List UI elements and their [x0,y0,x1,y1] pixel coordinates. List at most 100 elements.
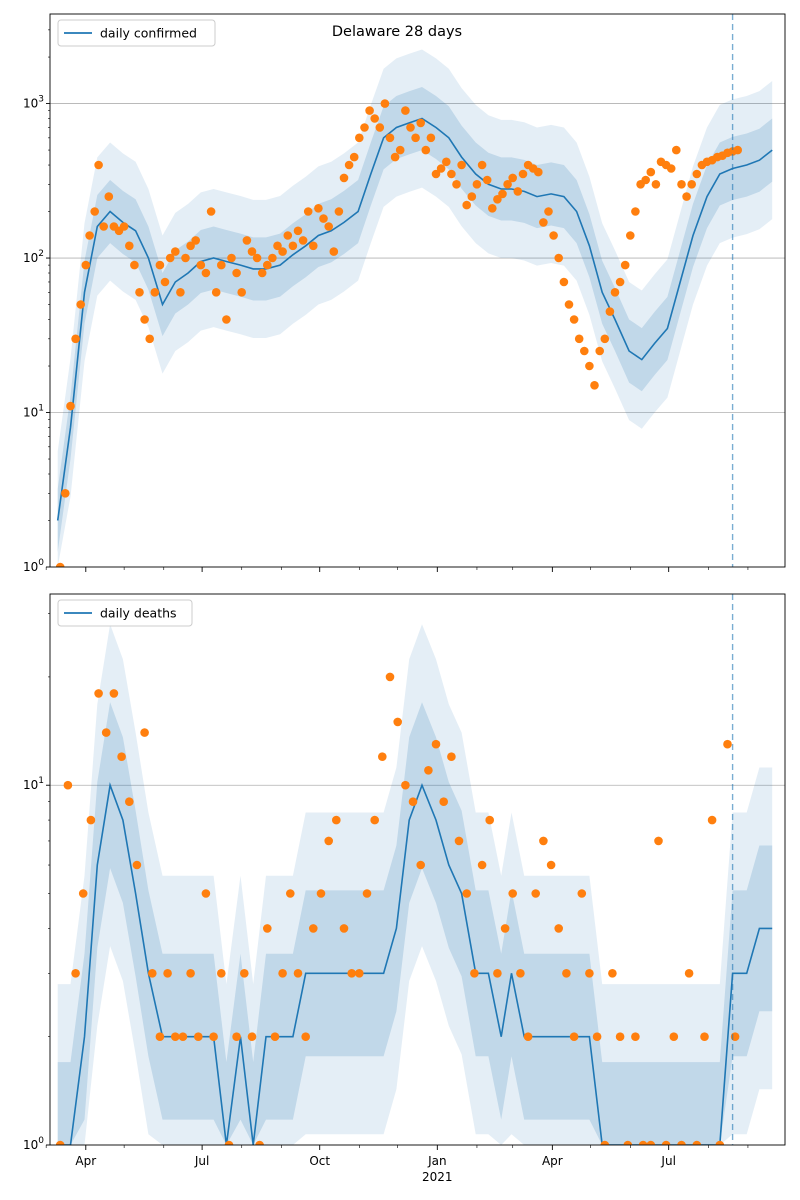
confirmed-point [176,288,185,297]
xtick-year-label: 2021 [422,1170,453,1184]
deaths-point [55,1140,65,1145]
confirmed-band-90 [57,49,773,567]
deaths-point [347,969,357,978]
confirmed-point [263,260,272,270]
confirmed-point [549,231,558,240]
confirmed-ytick-label-3: 103 [23,95,44,111]
deaths-point [508,889,517,898]
deaths-point [577,889,587,898]
confirmed-point [119,222,129,231]
deaths-point [408,797,418,806]
deaths-point [500,924,510,933]
confirmed-point [610,288,620,297]
confirmed-point [329,247,339,256]
deaths-point [117,752,126,761]
confirmed-point [257,268,267,278]
confirmed-point [76,300,85,309]
confirmed-point [309,241,318,251]
confirmed-point [595,346,604,356]
confirmed-point [493,195,502,204]
confirmed-point [303,207,313,216]
confirmed-point [605,307,615,316]
deaths-point [355,969,364,978]
deaths-point [240,969,249,978]
deaths-point [600,1140,610,1145]
deaths-point [447,752,456,761]
confirmed-point [631,207,640,216]
confirmed-point [600,334,610,344]
confirmed-point [201,268,211,278]
deaths-point [401,780,410,790]
deaths-point [439,797,449,806]
deaths-point [562,969,571,978]
deaths-point [270,1032,280,1041]
deaths-point [623,1140,633,1145]
confirmed-point [641,175,650,185]
confirmed-panel: 100 101 102 103 daily confirmed [23,13,786,574]
deaths-point [109,689,119,698]
confirmed-point [288,241,298,251]
confirmed-point [666,164,676,173]
confirmed-point [293,226,303,236]
confirmed-point [85,231,94,240]
confirmed-point [55,562,65,567]
confirmed-point [380,99,390,108]
deaths-point [132,860,142,870]
deaths-ytick-label-1: 101 [23,776,44,792]
confirmed-point [247,247,257,256]
confirmed-point [385,133,395,143]
deaths-point [324,836,334,846]
deaths-panel: 100 101 Apr Jul Oct Jan Apr Jul 2021 daily deaths [23,593,786,1184]
deaths-point [94,689,103,698]
confirmed-point [672,145,681,155]
confirmed-point [211,288,221,297]
confirmed-point [462,200,472,210]
deaths-point [424,766,433,775]
confirmed-point [160,277,170,287]
deaths-point [546,860,556,870]
confirmed-point [421,145,431,155]
confirmed-point [252,253,262,263]
confirmed-point [564,300,574,309]
confirmed-point [298,236,308,245]
deaths-point [224,1140,234,1145]
deaths-point [723,739,732,749]
confirmed-point [580,346,589,356]
confirmed-point [242,236,252,245]
confirmed-point [447,169,456,179]
confirmed-point [71,334,80,344]
xtick-label-0: Apr [75,1154,96,1168]
xtick-label-3: Jan [427,1154,447,1168]
deaths-point [715,1140,725,1145]
confirmed-point [452,180,461,189]
deaths-legend: daily deaths [57,599,193,627]
confirmed-point [125,241,134,251]
confirmed-point [349,152,359,162]
deaths-point [669,1032,679,1041]
confirmed-point [436,164,446,173]
confirmed-point [186,241,195,251]
confirmed-ytick-label-2: 102 [23,249,44,265]
confirmed-plot-area [55,49,773,567]
confirmed-point [395,145,405,155]
confirmed-point [150,288,160,297]
confirmed-point [513,187,523,196]
confirmed-point [544,207,553,216]
xtick-label-5: Jul [660,1154,675,1168]
confirmed-point [196,260,206,270]
confirmed-point [482,175,492,185]
deaths-point [178,1032,188,1041]
confirmed-point [508,173,517,183]
confirmed-point [334,207,344,216]
confirmed-point [590,381,599,390]
deaths-point [393,717,403,727]
confirmed-point [574,334,584,344]
deaths-point [332,815,341,825]
deaths-point [255,1140,264,1145]
confirmed-point [401,106,410,115]
confirmed-point [314,204,323,213]
confirmed-point [140,315,149,324]
confirmed-point [135,288,144,297]
confirmed-point [646,167,656,177]
xtick-label-2: Oct [309,1154,330,1168]
